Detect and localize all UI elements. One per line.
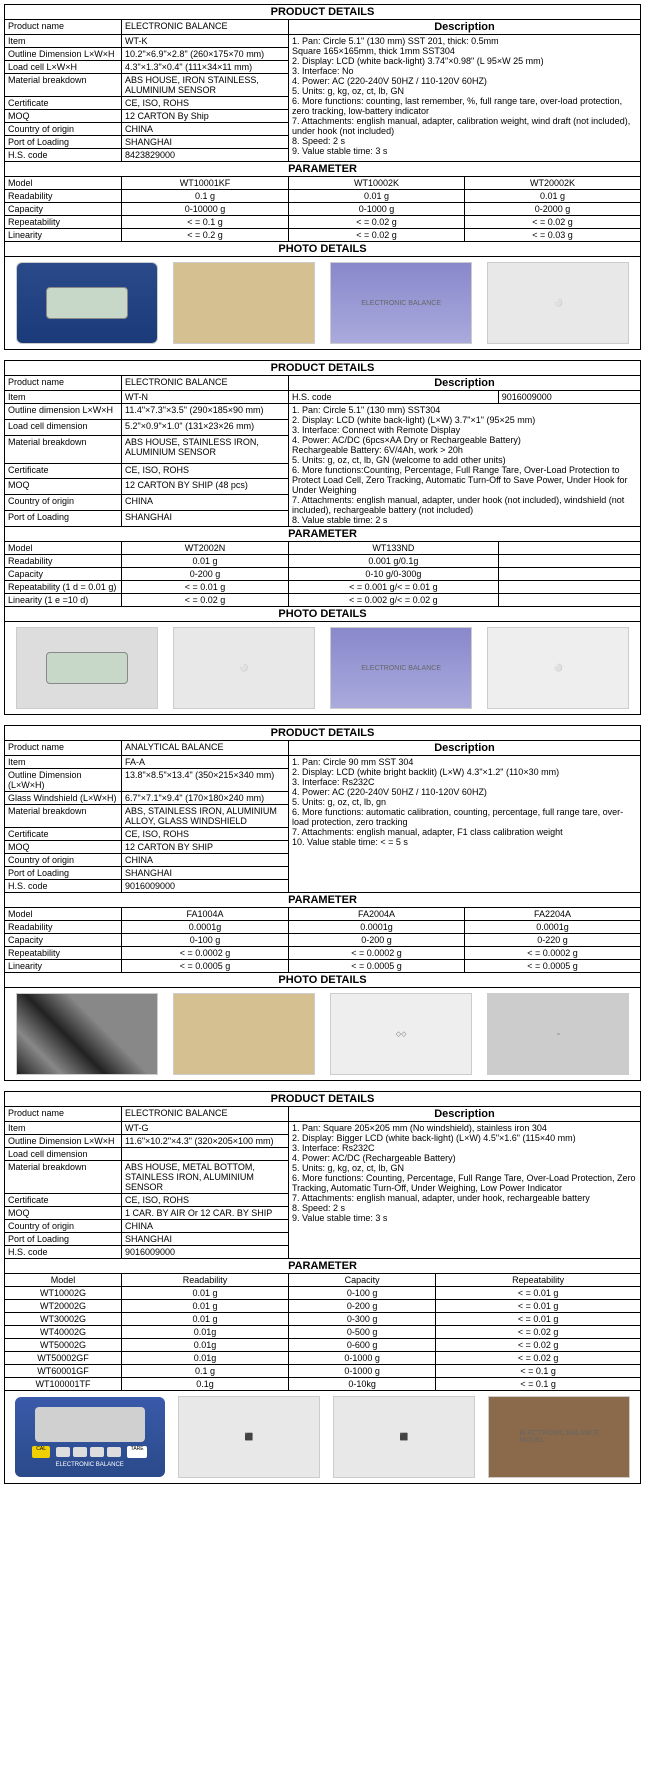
section-wtn: PRODUCT DETAILS Product name ELECTRONIC …: [4, 360, 641, 715]
description: 1. Pan: Circle 5.1" (130 mm) SST 201, th…: [289, 35, 641, 162]
photo-scale2: ⬛: [333, 1396, 475, 1478]
photo-internals: [173, 262, 315, 344]
photo-scale: ⚪: [487, 262, 629, 344]
product-details-table: PRODUCT DETAILS Product name ELECTRONIC …: [4, 360, 641, 715]
photo-internals: [173, 993, 315, 1075]
photo-scale1: ⬛: [178, 1396, 320, 1478]
section-wtg: PRODUCT DETAILS Product name ELECTRONIC …: [4, 1091, 641, 1484]
photo-row: ELECTRONIC BALANCE ⚪: [5, 257, 641, 350]
photo-balance: ▫: [487, 993, 629, 1075]
section-wtk: PRODUCT DETAILS Product name ELECTRONIC …: [4, 4, 641, 350]
photo-display: [16, 262, 158, 344]
product-details-table: PRODUCT DETAILS Product name ELECTRONIC …: [4, 1091, 641, 1484]
photo-box: ELECTRONIC BALANCE: [330, 262, 472, 344]
photo-display: CAL TARE ELECTRONIC BALANCE: [15, 1397, 165, 1477]
section-faa: PRODUCT DETAILS Product name ANALYTICAL …: [4, 725, 641, 1081]
photo-scale: ⚪: [173, 627, 315, 709]
photo-keypad: [16, 993, 158, 1075]
pd-header: PRODUCT DETAILS: [5, 5, 641, 20]
product-details-table: PRODUCT DETAILS Product name ANALYTICAL …: [4, 725, 641, 1081]
photo-packing: ◇◇: [330, 993, 472, 1075]
product-details-table: PRODUCT DETAILS Product name ELECTRONIC …: [4, 4, 641, 350]
photo-carton: ELECTRONIC BALANCEMODEL: [488, 1396, 630, 1478]
photo-scale2: ⚪: [487, 627, 629, 709]
photo-display: [16, 627, 158, 709]
photo-box: ELECTRONIC BALANCE: [330, 627, 472, 709]
